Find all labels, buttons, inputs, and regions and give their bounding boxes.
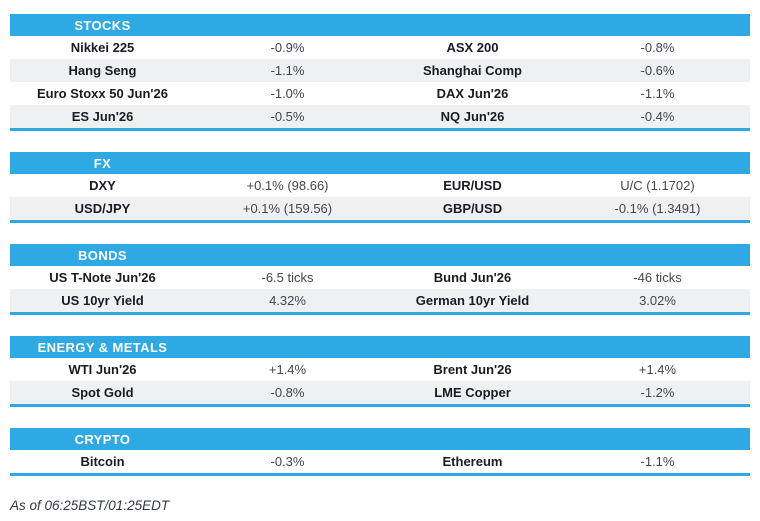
instrument-value: +0.1% (98.66) bbox=[246, 178, 329, 193]
instrument-name: Bund Jun'26 bbox=[433, 270, 512, 285]
instrument-name: GBP/USD bbox=[442, 201, 503, 216]
instrument-value: -6.5 ticks bbox=[261, 270, 314, 285]
instrument-value: +0.1% (159.56) bbox=[242, 201, 333, 216]
instrument-name: Bitcoin bbox=[80, 454, 125, 469]
instrument-value: -1.0% bbox=[270, 86, 305, 101]
market-row: ES Jun'26 -0.5% NQ Jun'26 -0.4% bbox=[10, 105, 750, 128]
instrument-name: Euro Stoxx 50 Jun'26 bbox=[37, 86, 168, 101]
market-row: US 10yr Yield 4.32% German 10yr Yield 3.… bbox=[10, 289, 750, 312]
section-title: FX bbox=[93, 155, 112, 171]
instrument-value: -1.2% bbox=[640, 385, 675, 400]
as-of-timestamp: As of 06:25BST/01:25EDT bbox=[10, 498, 170, 513]
section-stocks: STOCKS Nikkei 225 -0.9% ASX 200 -0.8% Ha… bbox=[10, 14, 750, 131]
instrument-name: US T-Note Jun'26 bbox=[49, 270, 156, 285]
market-row: DXY +0.1% (98.66) EUR/USD U/C (1.1702) bbox=[10, 174, 750, 197]
instrument-value: -0.3% bbox=[270, 454, 305, 469]
market-row: Bitcoin -0.3% Ethereum -1.1% bbox=[10, 450, 750, 473]
instrument-name: DAX Jun'26 bbox=[436, 86, 509, 101]
instrument-name: Brent Jun'26 bbox=[433, 362, 512, 377]
section-bonds: BONDS US T-Note Jun'26 -6.5 ticks Bund J… bbox=[10, 244, 750, 315]
market-row: Hang Seng -1.1% Shanghai Comp -0.6% bbox=[10, 59, 750, 82]
instrument-name: German 10yr Yield bbox=[415, 293, 530, 308]
instrument-name: NQ Jun'26 bbox=[440, 109, 505, 124]
instrument-name: Ethereum bbox=[442, 454, 503, 469]
instrument-value: -0.9% bbox=[270, 40, 305, 55]
instrument-value: -0.6% bbox=[640, 63, 675, 78]
instrument-value: +1.4% bbox=[638, 362, 677, 377]
instrument-value: U/C (1.1702) bbox=[620, 178, 695, 193]
section-header: FX bbox=[10, 152, 750, 174]
section-header: CRYPTO bbox=[10, 428, 750, 450]
section-title: BONDS bbox=[78, 247, 127, 263]
market-row: Spot Gold -0.8% LME Copper -1.2% bbox=[10, 381, 750, 404]
section-title: STOCKS bbox=[74, 17, 131, 33]
instrument-name: DXY bbox=[89, 178, 116, 193]
instrument-value: -0.8% bbox=[640, 40, 675, 55]
instrument-value: -0.1% (1.3491) bbox=[614, 201, 701, 216]
section-header: ENERGY & METALS bbox=[10, 336, 750, 358]
section-fx: FX DXY +0.1% (98.66) EUR/USD U/C (1.1702… bbox=[10, 152, 750, 223]
instrument-value: -46 ticks bbox=[633, 270, 682, 285]
instrument-name: ES Jun'26 bbox=[71, 109, 134, 124]
instrument-name: US 10yr Yield bbox=[61, 293, 144, 308]
instrument-name: ASX 200 bbox=[446, 40, 499, 55]
instrument-name: Shanghai Comp bbox=[423, 63, 522, 78]
section-title: ENERGY & METALS bbox=[37, 339, 168, 355]
market-row: USD/JPY +0.1% (159.56) GBP/USD -0.1% (1.… bbox=[10, 197, 750, 220]
instrument-value: -0.4% bbox=[640, 109, 675, 124]
instrument-value: 3.02% bbox=[639, 293, 676, 308]
instrument-name: EUR/USD bbox=[443, 178, 502, 193]
instrument-name: WTI Jun'26 bbox=[68, 362, 137, 377]
instrument-value: -0.8% bbox=[270, 385, 305, 400]
instrument-name: Hang Seng bbox=[68, 63, 137, 78]
instrument-value: 4.32% bbox=[269, 293, 306, 308]
section-header: BONDS bbox=[10, 244, 750, 266]
instrument-value: +1.4% bbox=[268, 362, 307, 377]
instrument-value: -1.1% bbox=[640, 454, 675, 469]
instrument-value: -1.1% bbox=[640, 86, 675, 101]
instrument-name: LME Copper bbox=[434, 385, 511, 400]
instrument-name: Nikkei 225 bbox=[70, 40, 135, 55]
section-energy-metals: ENERGY & METALS WTI Jun'26 +1.4% Brent J… bbox=[10, 336, 750, 407]
market-row: Euro Stoxx 50 Jun'26 -1.0% DAX Jun'26 -1… bbox=[10, 82, 750, 105]
instrument-value: -1.1% bbox=[270, 63, 305, 78]
market-row: WTI Jun'26 +1.4% Brent Jun'26 +1.4% bbox=[10, 358, 750, 381]
market-row: Nikkei 225 -0.9% ASX 200 -0.8% bbox=[10, 36, 750, 59]
instrument-name: USD/JPY bbox=[74, 201, 131, 216]
market-row: US T-Note Jun'26 -6.5 ticks Bund Jun'26 … bbox=[10, 266, 750, 289]
section-header: STOCKS bbox=[10, 14, 750, 36]
instrument-value: -0.5% bbox=[270, 109, 305, 124]
section-crypto: CRYPTO Bitcoin -0.3% Ethereum -1.1% bbox=[10, 428, 750, 476]
instrument-name: Spot Gold bbox=[71, 385, 134, 400]
section-title: CRYPTO bbox=[74, 431, 131, 447]
